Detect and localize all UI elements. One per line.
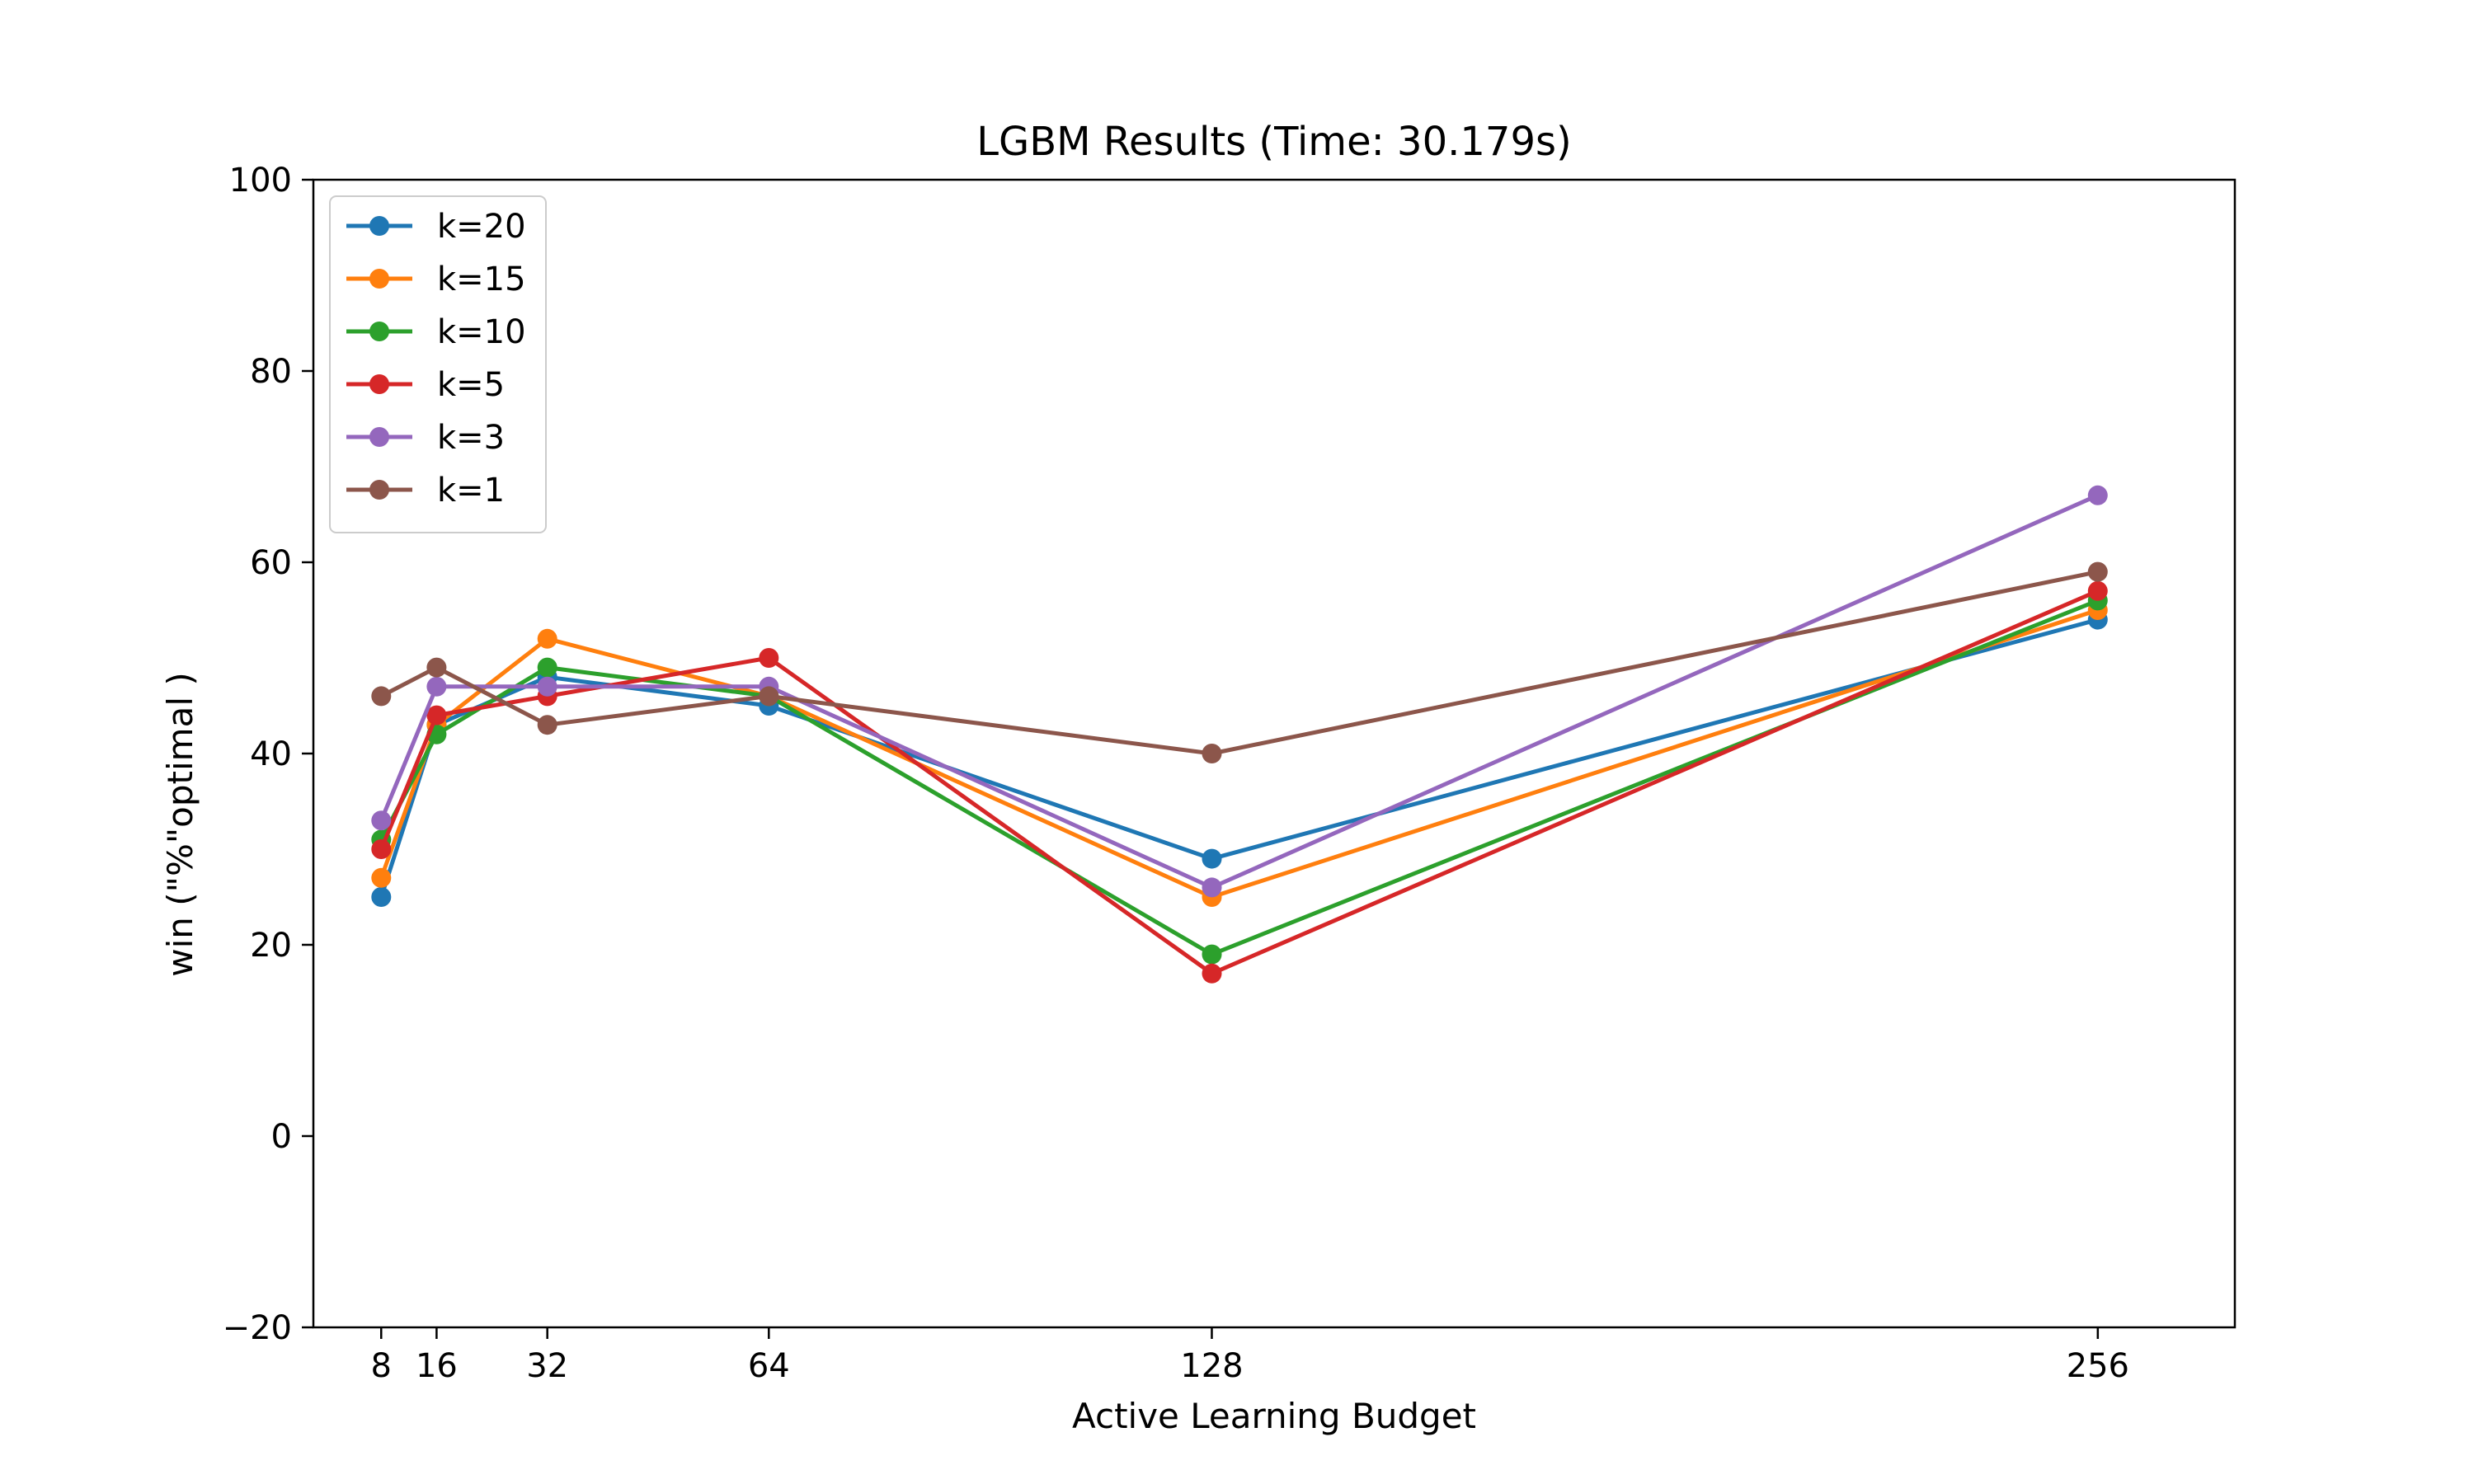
data-point-3-4	[1202, 963, 1222, 984]
series-line-5	[379, 570, 2100, 756]
data-point-4-5	[2087, 485, 2108, 505]
data-point-5-0	[371, 686, 392, 707]
x-tick-label-4: 128	[1180, 1347, 1243, 1385]
legend-marker-2	[369, 322, 389, 341]
y-tick-label-0: −20	[223, 1309, 292, 1347]
data-point-5-4	[1202, 744, 1222, 763]
data-point-3-0	[371, 839, 392, 859]
plot-area: 8 16 32 64 128 256 −20 0 20 40 60 80 100	[223, 162, 2236, 1385]
data-point-4-4	[1202, 877, 1222, 898]
legend-label-4: k=3	[437, 419, 505, 457]
x-tick-label-3: 64	[748, 1347, 790, 1385]
x-axis-label: Active Learning Budget	[1072, 1396, 1476, 1436]
legend-marker-4	[369, 427, 389, 447]
x-tick-label-2: 32	[526, 1347, 568, 1385]
series-line-4	[379, 493, 2100, 890]
legend-marker-5	[369, 480, 389, 500]
legend-label-2: k=10	[437, 313, 526, 351]
legend-label-3: k=5	[437, 366, 505, 404]
legend-label-5: k=1	[437, 472, 505, 510]
data-point-5-1	[426, 657, 447, 678]
data-point-5-2	[537, 715, 557, 735]
data-point-3-3	[759, 648, 779, 668]
x-tick-label-5: 256	[2067, 1347, 2129, 1385]
legend: k=20 k=15 k=10 k=5 k=3 k=1	[329, 195, 547, 533]
data-point-2-2	[537, 657, 557, 678]
data-point-5-5	[2087, 561, 2108, 582]
legend-label-1: k=15	[437, 261, 526, 298]
data-point-4-2	[537, 676, 557, 697]
y-tick-label-6: 100	[229, 162, 292, 200]
data-point-4-0	[371, 810, 392, 831]
y-tick-label-4: 60	[250, 544, 292, 582]
y-tick-label-2: 20	[250, 927, 292, 965]
data-point-4-1	[426, 676, 447, 697]
legend-marker-1	[369, 269, 389, 289]
x-tick-label-0: 8	[371, 1347, 392, 1385]
series-line-3	[379, 589, 2100, 976]
data-point-3-5	[2087, 580, 2108, 601]
chart-title: LGBM Results (Time: 30.179s)	[976, 119, 1571, 165]
data-point-3-1	[426, 705, 447, 726]
data-point-5-3	[759, 686, 779, 707]
data-point-1-0	[371, 867, 392, 888]
series-line-2	[379, 598, 2100, 957]
legend-marker-3	[369, 374, 389, 394]
data-point-1-2	[537, 628, 557, 649]
y-tick-label-5: 80	[250, 353, 292, 391]
y-tick-label-1: 0	[271, 1118, 292, 1156]
data-point-0-0	[371, 887, 392, 907]
data-point-0-4	[1202, 848, 1222, 869]
legend-marker-0	[369, 216, 389, 236]
y-axis-label: win ("%"optimal )	[160, 672, 200, 976]
legend-label-0: k=20	[437, 208, 526, 246]
y-tick-label-3: 40	[250, 735, 292, 773]
x-tick-label-1: 16	[416, 1347, 458, 1385]
data-point-2-4	[1202, 944, 1222, 965]
